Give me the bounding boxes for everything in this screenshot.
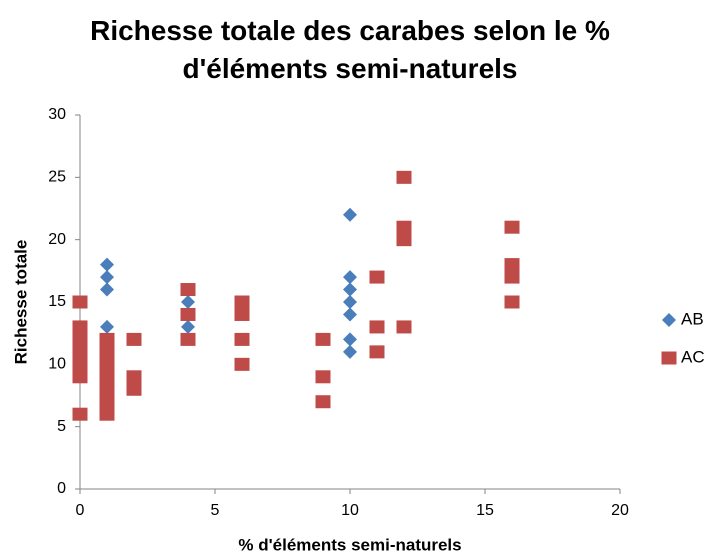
- point: [234, 295, 250, 309]
- point: [126, 370, 142, 384]
- point: [72, 357, 88, 371]
- point: [234, 332, 250, 346]
- point: [72, 332, 88, 346]
- x-tick-label: 5: [211, 502, 220, 519]
- point: [343, 270, 357, 285]
- point: [99, 357, 115, 371]
- x-tick-label: 20: [611, 502, 629, 519]
- point: [99, 345, 115, 359]
- y-tick-label: 15: [48, 293, 66, 310]
- x-tick-label: 15: [476, 502, 494, 519]
- point: [72, 370, 88, 384]
- point: [315, 395, 331, 409]
- point: [126, 382, 142, 396]
- point: [72, 320, 88, 334]
- point: [100, 319, 114, 334]
- point: [315, 332, 331, 346]
- point: [369, 270, 385, 284]
- point: [100, 270, 114, 285]
- point: [72, 295, 88, 309]
- y-tick-label: 20: [48, 231, 66, 248]
- point: [343, 307, 357, 322]
- point: [315, 370, 331, 384]
- point: [181, 319, 195, 334]
- y-tick-label: 30: [48, 106, 66, 123]
- x-tick-label: 0: [76, 502, 85, 519]
- x-axis-title: % d'éléments semi-naturels: [238, 535, 461, 554]
- point: [396, 320, 412, 334]
- point: [180, 332, 196, 346]
- y-tick-label: 0: [57, 480, 66, 497]
- point: [343, 207, 357, 222]
- x-tick-label: 10: [341, 502, 359, 519]
- point: [504, 220, 520, 234]
- point: [396, 233, 412, 247]
- point: [343, 332, 357, 347]
- point: [180, 307, 196, 321]
- point: [369, 345, 385, 359]
- point: [504, 295, 520, 309]
- point: [72, 407, 88, 421]
- y-tick-label: 25: [48, 169, 66, 186]
- point: [181, 295, 195, 309]
- legend-label: AB: [681, 309, 704, 328]
- y-axis-title: Richesse totale: [11, 240, 30, 365]
- point: [396, 220, 412, 234]
- chart-title: Richesse totale des carabes selon le % d…: [90, 15, 610, 84]
- point: [343, 282, 357, 297]
- legend-marker: [662, 313, 676, 327]
- point: [126, 332, 142, 346]
- point: [99, 370, 115, 384]
- point: [100, 257, 114, 272]
- legend-label: AC: [681, 347, 705, 366]
- y-tick-label: 10: [48, 356, 66, 373]
- legend-marker: [661, 351, 677, 365]
- point: [72, 345, 88, 359]
- point: [343, 295, 357, 309]
- point: [343, 344, 357, 359]
- point: [234, 357, 250, 371]
- y-tick-label: 5: [57, 418, 66, 435]
- point: [369, 320, 385, 334]
- point: [99, 395, 115, 409]
- point: [234, 307, 250, 321]
- point: [100, 282, 114, 297]
- point: [180, 283, 196, 297]
- point: [504, 270, 520, 284]
- point: [504, 258, 520, 272]
- point: [99, 407, 115, 421]
- point: [99, 382, 115, 396]
- point: [99, 332, 115, 346]
- point: [396, 170, 412, 184]
